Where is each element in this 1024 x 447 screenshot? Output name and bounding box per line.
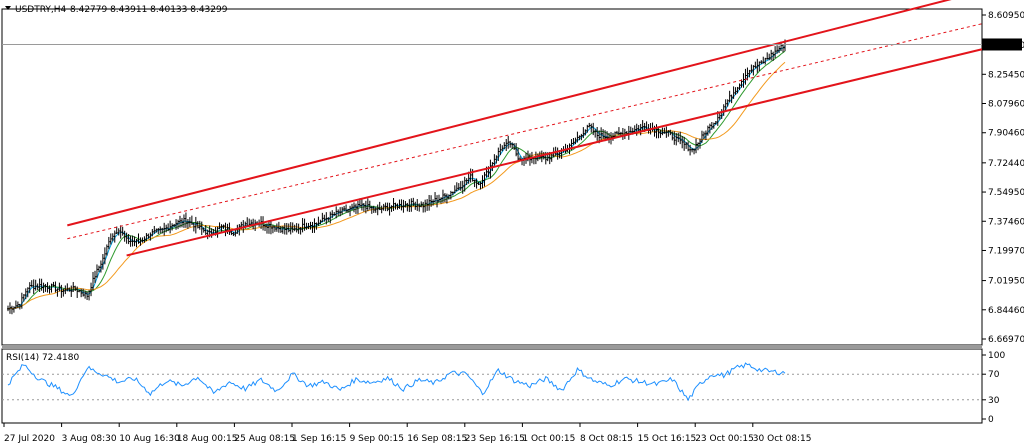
time-axis-label: 23 Oct 00:15 [695, 434, 754, 444]
channel-upper-line[interactable] [67, 0, 982, 227]
price-axis-label: 6.66970 [988, 335, 1024, 345]
rsi-header-label: RSI(14) 72.4180 [6, 353, 79, 363]
header-ohlc: 8.42779 8.43911 8.40133 8.43299 [70, 5, 228, 15]
time-axis-label: 23 Sep 16:15 [465, 434, 525, 444]
price-axis-label: 6.84460 [988, 306, 1024, 316]
time-axis-label: 25 Aug 08:15 [234, 434, 295, 444]
channel-lower-line[interactable] [126, 48, 983, 257]
time-axis-label: 27 Jul 2020 [4, 434, 55, 444]
rsi-axis-label: 30 [988, 396, 1000, 406]
rsi-axis-label: 100 [988, 351, 1005, 361]
rsi-axis-label: 0 [988, 415, 994, 425]
time-axis-label: 15 Oct 16:15 [638, 434, 697, 444]
price-axis-label: 7.19970 [988, 246, 1024, 256]
channel-middle-line[interactable] [67, 23, 983, 240]
price-axis-label: 7.90460 [988, 129, 1024, 139]
price-axis-label: 7.54950 [988, 188, 1024, 198]
current-price-label: 8.43299 [985, 40, 1022, 50]
price-axis-label: 7.72440 [988, 159, 1024, 169]
rsi-axis-label: 70 [988, 370, 1000, 380]
rsi-line [7, 362, 786, 402]
time-axis-label: 1 Sep 16:15 [292, 434, 346, 444]
triangle-down-icon[interactable] [5, 6, 11, 10]
panel-separator [2, 345, 982, 349]
ma-slow-line [7, 61, 786, 310]
price-axis-label: 7.37460 [988, 217, 1024, 227]
time-axis-label: 1 Oct 00:15 [522, 434, 575, 444]
time-axis-label: 10 Aug 16:30 [119, 434, 180, 444]
time-axis-label: 3 Aug 08:30 [62, 434, 117, 444]
time-axis-label: 8 Oct 08:15 [580, 434, 633, 444]
time-axis-label: 16 Sep 08:15 [407, 434, 467, 444]
header-symbol: USDTRY,H4 [15, 5, 67, 15]
price-axis-label: 8.60950 [988, 11, 1024, 21]
ma-fast-line [7, 46, 786, 310]
time-axis-label: 9 Sep 00:15 [350, 434, 404, 444]
price-axis-label: 8.25450 [988, 70, 1024, 80]
price-axis-label: 8.07960 [988, 100, 1024, 110]
time-axis-label: 30 Oct 08:15 [753, 434, 812, 444]
current-price-tag [982, 38, 1022, 51]
price-axis-label: 7.01950 [988, 277, 1024, 287]
time-axis-label: 18 Aug 00:15 [177, 434, 238, 444]
rsi-plot-frame [1, 348, 983, 424]
